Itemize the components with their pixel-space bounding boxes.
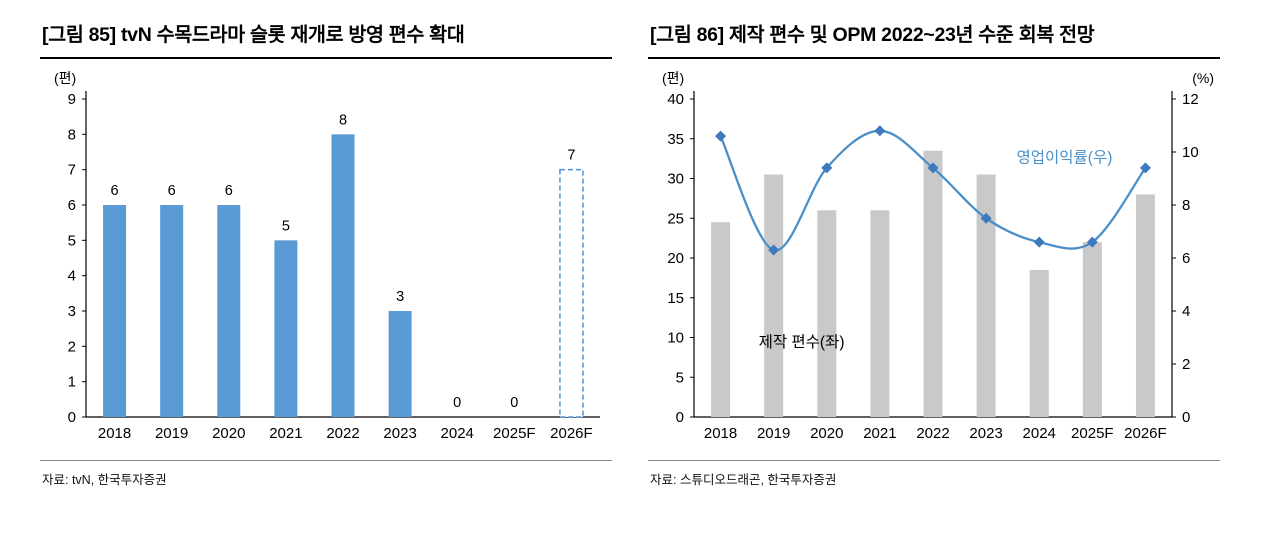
right-axis-ticks: 0 2 4 6 8 10 12 (1182, 91, 1199, 426)
bar-value-label-2018: 6 (111, 183, 119, 199)
figure-86: [그림 86] 제작 편수 및 OPM 2022~23년 수준 회복 전망 0 5… (648, 10, 1220, 488)
right-tick-label: 6 (1182, 250, 1190, 267)
annotation-0: 영업이익률(우) (1017, 149, 1113, 167)
x-label-2021: 2021 (269, 425, 302, 442)
x-label-2018: 2018 (704, 425, 737, 442)
left-tick-label: 25 (667, 210, 684, 227)
y-tick-label: 0 (68, 409, 76, 426)
bar-forecast-2026F (559, 168, 584, 418)
opm-marker-2023 (980, 212, 992, 224)
right-tick-label: 2 (1182, 356, 1190, 373)
production-bar-2018 (711, 222, 731, 417)
bar-value-label-2023: 3 (396, 289, 404, 305)
left-unit-label: (편) (662, 70, 684, 86)
x-label-2019: 2019 (757, 425, 790, 442)
bar-value-label-2024: 0 (453, 395, 461, 411)
production-bar-2020 (817, 210, 837, 417)
x-label-2025F: 2025F (493, 425, 536, 442)
y-axis-ticks: 0 1 2 3 4 5 6 7 8 9 (68, 91, 76, 426)
bar-2019 (160, 205, 184, 417)
bar-2021 (274, 240, 298, 417)
bar-value-label-2019: 6 (168, 183, 176, 199)
production-bar-2021 (870, 210, 890, 417)
right-tick-label: 8 (1182, 197, 1190, 214)
right-unit-label: (%) (1192, 70, 1214, 86)
x-label-2021: 2021 (863, 425, 896, 442)
left-tick-label: 20 (667, 250, 684, 267)
y-tick-label: 1 (68, 374, 76, 391)
figure-85-source: 자료: tvN, 한국투자증권 (40, 460, 612, 488)
x-label-2019: 2019 (155, 425, 188, 442)
left-tick-label: 30 (667, 171, 684, 188)
x-label-2022: 2022 (326, 425, 359, 442)
production-bar-2025F (1082, 242, 1102, 417)
bar-2023 (388, 311, 412, 417)
figure-85-chart: 0 1 2 3 4 5 6 7 8 9 (편) 6 2018 6 2019 6 2020 5 2021 8 2022 3 2… (40, 61, 612, 459)
x-label-2023: 2023 (383, 425, 416, 442)
left-axis-ticks: 0 5 10 15 20 25 30 35 40 (667, 91, 684, 426)
production-bar-2023 (976, 174, 996, 417)
right-tick-label: 4 (1182, 303, 1190, 320)
left-tick-label: 40 (667, 91, 684, 108)
right-tick-label: 10 (1182, 144, 1199, 161)
y-tick-label: 6 (68, 197, 76, 214)
left-tick-label: 10 (667, 330, 684, 347)
x-label-2024: 2024 (441, 425, 474, 442)
figure-85-title: [그림 85] tvN 수목드라마 슬롯 재개로 방영 편수 확대 (40, 18, 612, 59)
bar-2022 (331, 134, 355, 417)
bar-value-label-2026F: 7 (567, 148, 575, 164)
opm-marker-2019 (768, 244, 780, 256)
opm-marker-2026F (1139, 162, 1151, 174)
bar-value-label-2022: 8 (339, 112, 347, 128)
left-tick-label: 5 (676, 369, 684, 386)
x-label-2026F: 2026F (550, 425, 593, 442)
bar-value-label-2021: 5 (282, 218, 290, 234)
x-label-2018: 2018 (98, 425, 131, 442)
y-tick-label: 3 (68, 303, 76, 320)
y-tick-label: 9 (68, 91, 76, 108)
y-tick-label: 7 (68, 162, 76, 179)
figure-86-source: 자료: 스튜디오드래곤, 한국투자증권 (648, 460, 1220, 488)
bar-value-label-2020: 6 (225, 183, 233, 199)
opm-marker-2018 (715, 130, 727, 142)
x-label-2025F: 2025F (1071, 425, 1114, 442)
bar-value-label-2025F: 0 (510, 395, 518, 411)
right-tick-label: 12 (1182, 91, 1199, 108)
y-tick-label: 8 (68, 126, 76, 143)
y-unit-label: (편) (54, 70, 76, 86)
bar-2020 (217, 205, 241, 417)
bar-2018 (103, 205, 127, 417)
y-tick-label: 4 (68, 268, 76, 285)
x-label-2022: 2022 (916, 425, 949, 442)
production-bar-2022 (923, 150, 943, 418)
production-bar-2024 (1029, 269, 1049, 417)
opm-marker-2025F (1086, 236, 1098, 248)
x-label-2024: 2024 (1023, 425, 1056, 442)
production-bar-2026F (1135, 194, 1155, 417)
x-label-2023: 2023 (969, 425, 1002, 442)
figure-86-chart: 0 5 10 15 20 25 30 35 40 0 2 4 6 8 10 12 (편) (%) 2018 2019 2… (648, 61, 1220, 459)
figure-85-svg: 0 1 2 3 4 5 6 7 8 9 (편) 6 2018 6 2019 6 2020 5 2021 8 2022 3 2… (54, 70, 600, 442)
figure-86-title: [그림 86] 제작 편수 및 OPM 2022~23년 수준 회복 전망 (648, 18, 1220, 59)
x-label-2020: 2020 (810, 425, 843, 442)
opm-marker-2024 (1033, 236, 1045, 248)
y-tick-label: 5 (68, 232, 76, 249)
opm-marker-2020 (821, 162, 833, 174)
y-tick-label: 2 (68, 338, 76, 355)
left-tick-label: 0 (676, 409, 684, 426)
left-tick-label: 35 (667, 131, 684, 148)
opm-marker-2022 (927, 162, 939, 174)
figure-85: [그림 85] tvN 수목드라마 슬롯 재개로 방영 편수 확대 0 1 2 3 4 5… (40, 10, 612, 488)
x-label-2020: 2020 (212, 425, 245, 442)
figure-86-svg: 0 5 10 15 20 25 30 35 40 0 2 4 6 8 10 12 (편) (%) 2018 2019 2… (662, 70, 1214, 442)
annotation-1: 제작 편수(좌) (759, 333, 845, 351)
left-tick-label: 15 (667, 290, 684, 307)
opm-marker-2021 (874, 125, 886, 137)
x-label-2026F: 2026F (1124, 425, 1167, 442)
right-tick-label: 0 (1182, 409, 1190, 426)
production-bar-2019 (764, 174, 784, 417)
